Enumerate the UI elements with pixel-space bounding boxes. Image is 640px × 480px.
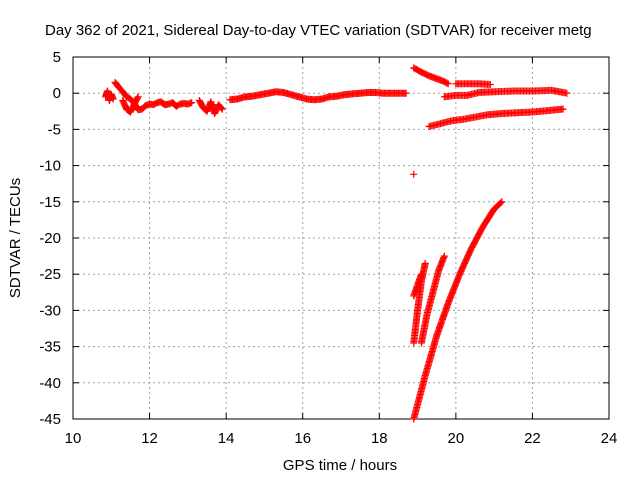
data-point (410, 170, 418, 178)
data-point (109, 95, 117, 103)
data-point (444, 80, 452, 88)
y-tick-label: 5 (53, 49, 61, 66)
x-tick-label: 16 (294, 430, 311, 447)
x-tick-label: 12 (141, 430, 158, 447)
data-point (559, 105, 567, 113)
data-point (486, 81, 494, 89)
y-tick-label: -35 (39, 339, 61, 356)
data-point (218, 105, 226, 113)
y-tick-label: -20 (39, 230, 61, 247)
y-tick-label: -30 (39, 302, 61, 319)
x-tick-label: 18 (371, 430, 388, 447)
x-tick-label: 14 (218, 430, 235, 447)
data-point (443, 79, 451, 87)
data-point (563, 89, 571, 97)
data-point (188, 99, 196, 107)
y-tick-label: -10 (39, 158, 61, 175)
data-point (417, 270, 425, 278)
y-tick-label: -40 (39, 375, 61, 392)
y-axis-label: SDTVAR / TECUs (7, 178, 24, 298)
data-point (421, 259, 429, 267)
x-tick-label: 20 (448, 430, 465, 447)
data-point (497, 199, 505, 207)
y-tick-label: -45 (39, 411, 61, 428)
x-tick-label: 22 (524, 430, 541, 447)
data-point (402, 89, 410, 97)
data-point (134, 93, 142, 101)
data-point (133, 94, 141, 102)
x-tick-label: 24 (601, 430, 618, 447)
y-tick-label: -15 (39, 194, 61, 211)
y-tick-label: -5 (48, 121, 61, 138)
data-point (217, 104, 225, 112)
x-tick-label: 10 (65, 430, 82, 447)
chart-title: Day 362 of 2021, Sidereal Day-to-day VTE… (45, 22, 592, 39)
data-point (440, 252, 448, 260)
y-tick-label: 0 (53, 85, 61, 102)
axis-ticks: 10 12 14 16 18 20 22 24 5 0 -5 -10 -15 -20 -25 -30 -35 -4… (39, 49, 617, 447)
x-axis-label: GPS time / hours (283, 457, 397, 474)
data-point (498, 198, 506, 206)
y-tick-label: -25 (39, 266, 61, 283)
data-points (102, 64, 571, 423)
